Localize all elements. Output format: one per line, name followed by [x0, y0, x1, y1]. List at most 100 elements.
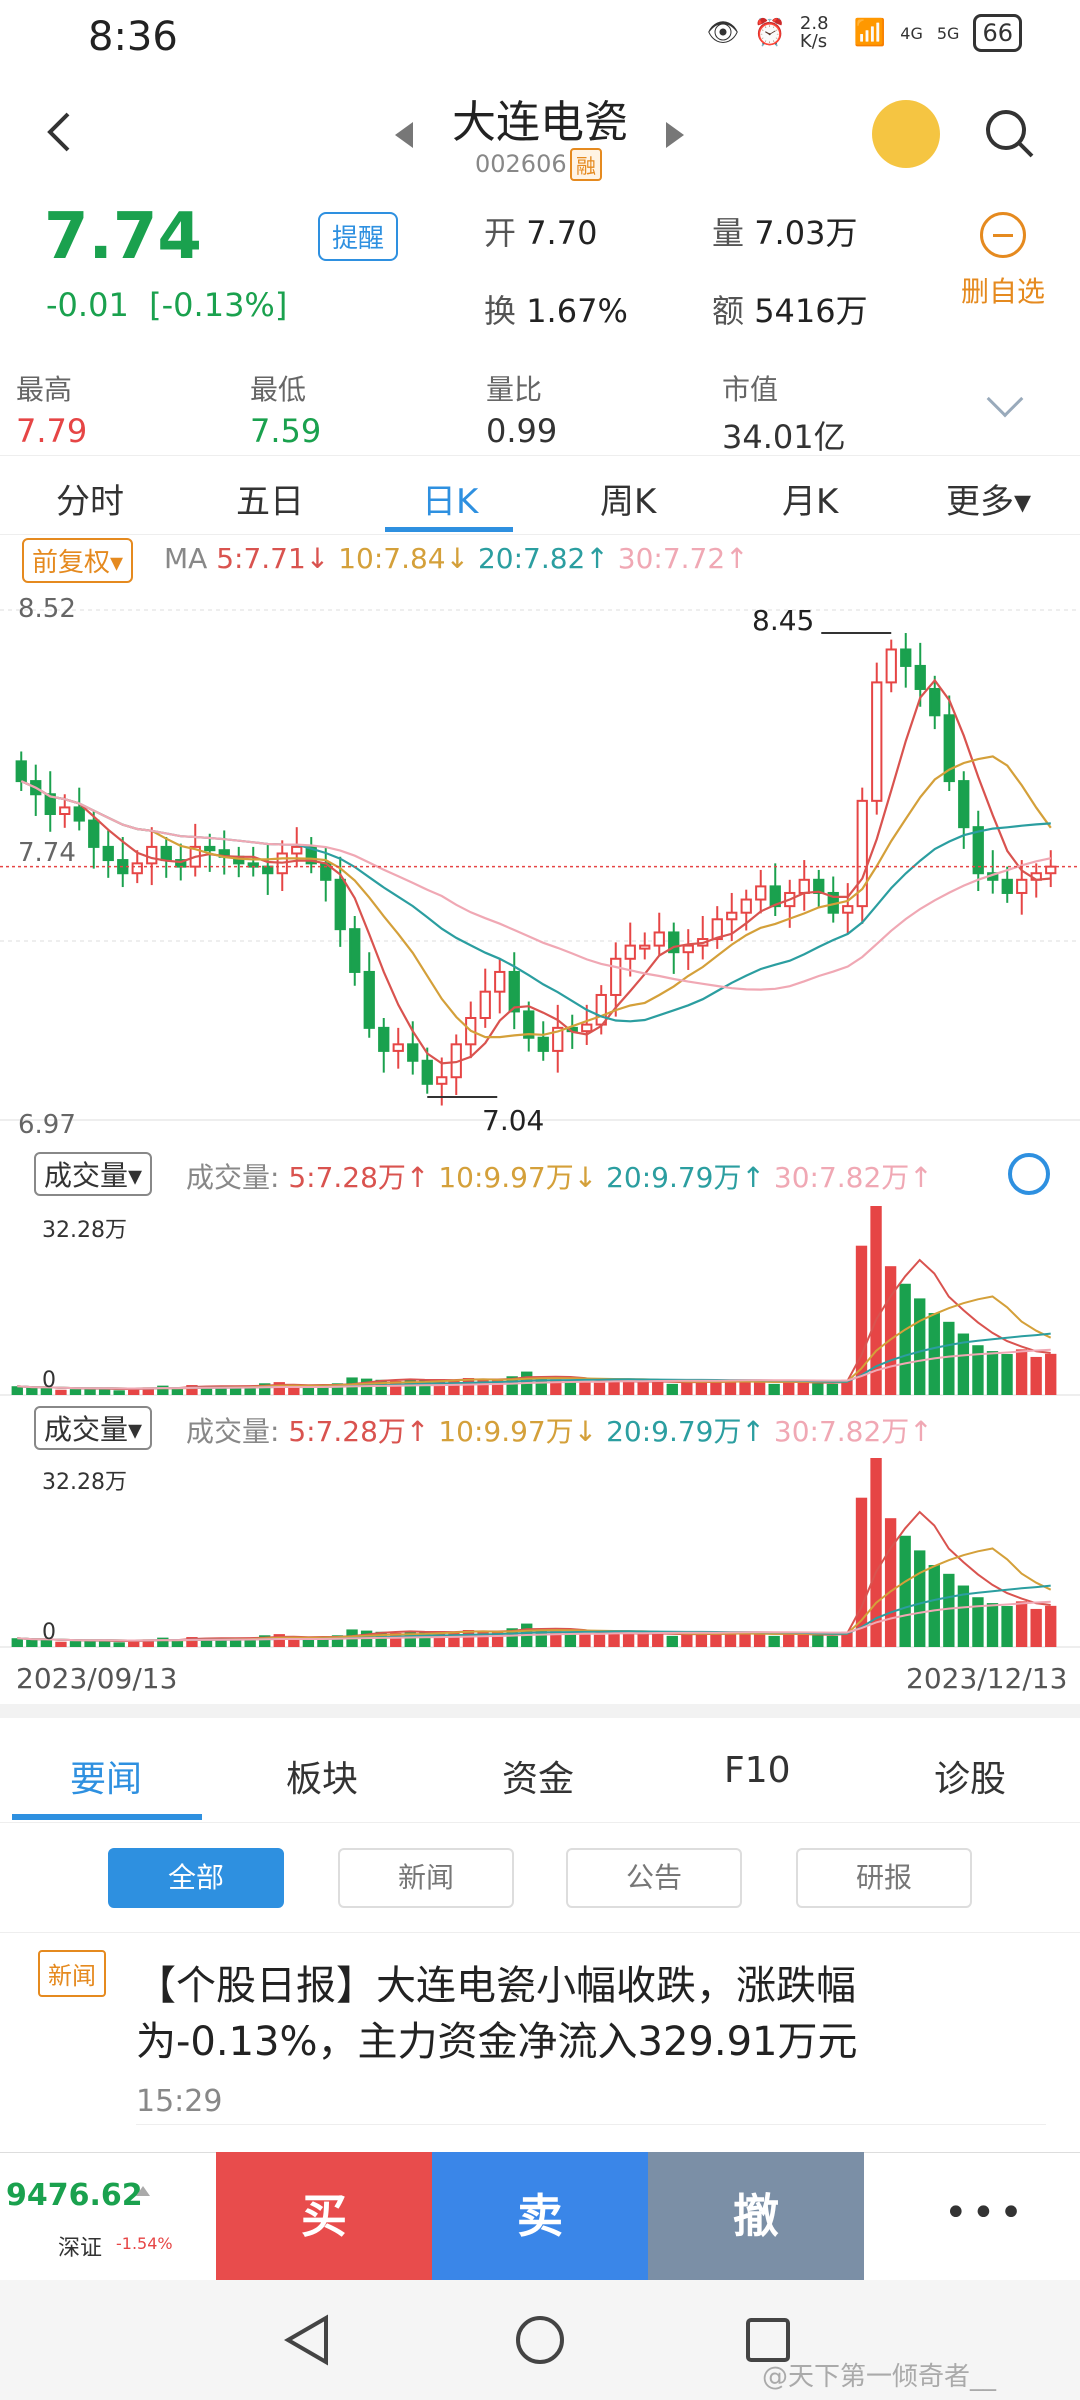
volume-bar	[870, 1458, 882, 1647]
volume-chart-2[interactable]	[0, 1452, 1080, 1652]
volume-bar	[768, 1383, 780, 1395]
volume-bar	[812, 1383, 824, 1395]
volume-bar	[535, 1628, 547, 1647]
cancel-order-button[interactable]: 撤	[648, 2152, 864, 2280]
tab-more[interactable]: 更多▾	[946, 482, 1032, 522]
prev-stock-icon[interactable]	[395, 122, 413, 148]
volume-bar	[491, 1380, 504, 1395]
volume-bar	[491, 1632, 504, 1647]
volume-chart[interactable]	[0, 1200, 1080, 1400]
volume-bar	[157, 1637, 169, 1647]
volume-bar	[477, 1631, 489, 1647]
more-menu-icon[interactable]: •••	[944, 2190, 1027, 2236]
remind-button[interactable]: 提醒	[318, 212, 399, 261]
buy-button[interactable]: 买	[216, 2152, 432, 2280]
volume-bar	[433, 1631, 446, 1647]
volume-ma30-line	[17, 1600, 1051, 1642]
tab-funds[interactable]: 资金	[502, 1759, 575, 1800]
ma30-value: 30:7.72↑	[617, 542, 749, 575]
volume-bar	[98, 1387, 111, 1395]
stat-vol-ratio: 量比 0.99	[486, 373, 558, 450]
volume-bar	[302, 1387, 315, 1395]
stock-name: 大连电瓷	[452, 97, 628, 148]
volume-bar	[943, 1321, 955, 1395]
volume-bar	[506, 1376, 518, 1395]
tab-monthly-k[interactable]: 月K	[782, 482, 839, 522]
back-icon[interactable]	[38, 110, 82, 154]
next-stock-icon[interactable]	[666, 122, 684, 148]
volume-bar	[448, 1380, 460, 1395]
nav-home-icon[interactable]	[514, 2314, 566, 2366]
nav-back-icon[interactable]	[282, 2314, 332, 2366]
tab-diagnose[interactable]: 诊股	[934, 1759, 1007, 1800]
tab-five-day[interactable]: 五日	[236, 482, 304, 522]
volume-bar	[986, 1351, 999, 1395]
volume-bar	[928, 1565, 940, 1647]
signal-4g: 4G	[900, 23, 923, 43]
adjust-dropdown[interactable]: 前复权▾	[22, 538, 134, 583]
nav-recents-icon[interactable]	[744, 2316, 792, 2364]
margin-badge: 融	[570, 148, 602, 181]
divider	[0, 1704, 1080, 1718]
tab-f10[interactable]: F10	[724, 1750, 791, 1791]
candle	[682, 944, 694, 954]
volume-bar	[288, 1386, 300, 1395]
tab-sector[interactable]: 板块	[286, 1759, 359, 1800]
filter-research[interactable]: 研报	[796, 1848, 972, 1908]
candle	[1001, 878, 1013, 894]
volume-bar	[608, 1631, 620, 1647]
candle	[552, 1026, 564, 1052]
volume-bar	[171, 1639, 184, 1647]
volume-bar	[681, 1634, 693, 1647]
search-icon[interactable]	[980, 104, 1040, 164]
volume-dropdown[interactable]: 成交量▾	[34, 1152, 153, 1196]
tab-daily-k[interactable]: 日K	[422, 482, 479, 522]
volume-bar	[739, 1381, 751, 1395]
volume-bar	[914, 1550, 926, 1647]
candle	[856, 799, 868, 908]
tab-weekly-k[interactable]: 周K	[600, 482, 657, 522]
filter-all[interactable]: 全部	[108, 1848, 284, 1908]
clock: 8:36	[88, 14, 178, 60]
candle	[131, 862, 143, 875]
volume-ma-legend-2: 成交量: 5:7.28万↑ 10:9.97万↓ 20:9.79万↑ 30:7.8…	[186, 1415, 933, 1448]
chevron-down-icon[interactable]	[986, 380, 1024, 418]
ma5-value: 5:7.71↓	[216, 542, 330, 575]
open-field: 开 7.70	[484, 214, 598, 252]
candle	[610, 957, 622, 996]
tab-intraday[interactable]: 分时	[56, 482, 124, 522]
news-headline[interactable]: 【个股日报】大连电瓷小幅收跌，涨跌幅为-0.13%，主力资金净流入329.91万…	[136, 1963, 858, 2065]
volume-bar	[186, 1637, 198, 1647]
index-name: 深证	[58, 2236, 103, 2261]
volume-bar	[695, 1380, 708, 1395]
candle	[407, 1043, 419, 1062]
volume-bar	[390, 1632, 402, 1647]
index-value[interactable]: 9476.62	[6, 2178, 143, 2213]
mascot-icon[interactable]	[872, 100, 940, 168]
volume-bar	[841, 1631, 853, 1647]
volume-bar	[884, 1266, 897, 1395]
sell-button[interactable]: 卖	[432, 2152, 648, 2280]
candlestick-chart[interactable]	[0, 580, 1080, 1140]
settings-gear-icon[interactable]	[1008, 1153, 1050, 1195]
volume-bar	[870, 1206, 882, 1395]
volume-bar	[652, 1632, 664, 1647]
volume-bar	[986, 1603, 999, 1647]
volume-max-label-2: 32.28万	[42, 1470, 127, 1495]
volume-bar	[200, 1638, 213, 1647]
volume-dropdown-2[interactable]: 成交量▾	[34, 1406, 153, 1450]
ma20-value: 20:7.82↑	[477, 542, 609, 575]
candle	[494, 970, 506, 993]
candle	[972, 826, 984, 875]
filter-announcements[interactable]: 公告	[566, 1848, 742, 1908]
candle	[653, 931, 665, 947]
eye-icon: 👁	[706, 18, 740, 48]
candle	[900, 648, 912, 667]
candle	[378, 1026, 390, 1052]
tab-news-headlines[interactable]: 要闻	[70, 1759, 143, 1800]
remove-watchlist-button[interactable]: 删自选	[948, 212, 1058, 310]
volume-ma-legend: 成交量: 5:7.28万↑ 10:9.97万↓ 20:9.79万↑ 30:7.8…	[186, 1161, 933, 1194]
filter-news[interactable]: 新闻	[338, 1848, 514, 1908]
volume-bar	[98, 1639, 111, 1647]
volume-bar	[783, 1380, 795, 1395]
